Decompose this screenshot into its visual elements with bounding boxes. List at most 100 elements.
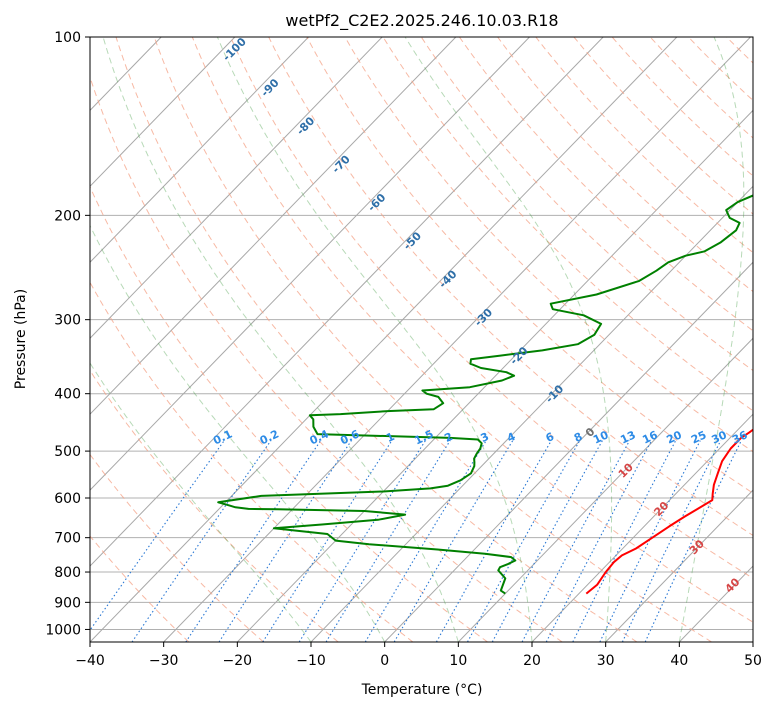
isotherm bbox=[752, 641, 753, 642]
dry-adiabat bbox=[765, 37, 775, 642]
adiabat-value-label: -60 bbox=[365, 191, 388, 214]
dry-adiabat bbox=[191, 37, 753, 623]
isotherm bbox=[90, 37, 530, 491]
y-axis-ticks: 100 200 300 400 500 600 700 800 900 1000 bbox=[45, 30, 90, 638]
adiabat-value-label: -100 bbox=[220, 35, 249, 64]
mixing-ratio-line bbox=[393, 440, 514, 642]
moist-adiabat bbox=[404, 37, 613, 642]
x-tick-label: 0 bbox=[380, 653, 389, 669]
dry-adiabat bbox=[420, 37, 753, 372]
pressure-gridlines bbox=[90, 214, 753, 630]
mixing-ratio-label: 30 bbox=[710, 428, 730, 446]
dry-adiabat bbox=[90, 185, 488, 642]
isotherm bbox=[457, 337, 753, 642]
adiabat-value-label: -10 bbox=[543, 382, 566, 405]
mixing-ratio-line bbox=[364, 440, 487, 642]
y-tick-label: 300 bbox=[54, 313, 81, 329]
dry-adiabat bbox=[90, 75, 563, 642]
adiabat-value-label: -50 bbox=[401, 229, 424, 252]
mixing-ratio-label: 36 bbox=[730, 428, 750, 446]
x-tick-label: −10 bbox=[296, 653, 326, 669]
y-tick-label: 1000 bbox=[45, 622, 81, 638]
y-tick-label: 500 bbox=[54, 444, 81, 460]
mixing-ratio-label: 20 bbox=[665, 428, 685, 446]
dry-adiabat bbox=[497, 37, 753, 293]
dewpoint-profile bbox=[217, 194, 753, 595]
dry-adiabat bbox=[90, 369, 339, 642]
dry-adiabat bbox=[726, 37, 753, 64]
mixing-ratio-label: 1.5 bbox=[412, 427, 435, 447]
isotherm bbox=[605, 489, 753, 642]
x-tick-label: −30 bbox=[149, 653, 179, 669]
isotherm bbox=[163, 37, 751, 642]
adiabat-value-label: -40 bbox=[436, 267, 459, 290]
x-tick-label: 50 bbox=[744, 653, 762, 669]
mixing-ratio-label: 4 bbox=[505, 430, 518, 445]
moist-adiabat bbox=[90, 362, 312, 642]
x-tick-label: −20 bbox=[223, 653, 253, 669]
adiabat-value-label: -70 bbox=[330, 153, 353, 176]
y-tick-label: 400 bbox=[54, 387, 81, 403]
moist-adiabat bbox=[678, 37, 745, 642]
dry-adiabat bbox=[115, 37, 638, 642]
isotherm bbox=[90, 37, 457, 415]
dry-adiabat bbox=[306, 37, 753, 494]
mixing-ratio-line bbox=[467, 440, 581, 642]
x-tick-label: −40 bbox=[75, 653, 105, 669]
mixing-ratio-label: 0.4 bbox=[308, 427, 331, 447]
moist-adiabat bbox=[102, 37, 459, 642]
adiabat-value-label: -20 bbox=[507, 344, 530, 367]
mixing-ratio-line bbox=[185, 440, 322, 642]
isotherm bbox=[90, 37, 383, 339]
y-axis-label: Pressure (hPa) bbox=[13, 289, 29, 389]
mixing-ratio-label: 0.2 bbox=[258, 427, 281, 447]
x-tick-label: 10 bbox=[449, 653, 467, 669]
moist-adiabat bbox=[90, 224, 386, 642]
mixing-ratio-label: 13 bbox=[618, 428, 637, 446]
mixing-ratio-label: 0.1 bbox=[211, 427, 234, 447]
isotherm bbox=[90, 37, 604, 567]
mixing-ratio-label: 6 bbox=[544, 430, 557, 445]
dry-adiabat bbox=[649, 37, 753, 139]
isotherm bbox=[0, 37, 14, 642]
adiabat-value-label: 10 bbox=[616, 460, 636, 480]
mixing-ratio-line bbox=[131, 440, 272, 642]
y-tick-label: 700 bbox=[54, 531, 81, 547]
mixing-ratio-line bbox=[325, 440, 451, 642]
mixing-ratio-line bbox=[218, 440, 352, 642]
isotherm bbox=[90, 37, 236, 188]
moist-adiabat bbox=[216, 37, 533, 642]
y-tick-label: 800 bbox=[54, 565, 81, 581]
adiabat-value-label: -30 bbox=[472, 306, 495, 329]
y-tick-label: 600 bbox=[54, 491, 81, 507]
adiabat-value-label: 40 bbox=[723, 575, 743, 595]
y-tick-label: 200 bbox=[54, 208, 81, 224]
y-tick-label: 100 bbox=[54, 30, 81, 46]
mixing-ratio-line bbox=[599, 440, 701, 642]
dry-adiabat bbox=[458, 37, 753, 332]
background-lines bbox=[0, 37, 775, 642]
mixing-ratio-line bbox=[521, 440, 631, 642]
mixing-ratio-label: 1 bbox=[384, 430, 396, 445]
chart-title: wetPf2_C2E2.2025.246.10.03.R18 bbox=[285, 11, 558, 31]
x-tick-label: 20 bbox=[523, 653, 541, 669]
mixing-ratio-label: 16 bbox=[640, 428, 660, 446]
mixing-ratio-label: 25 bbox=[689, 428, 708, 446]
plot-frame bbox=[89, 36, 754, 643]
isotherm bbox=[90, 37, 678, 642]
adiabat-value-label: -90 bbox=[258, 76, 281, 99]
mixing-ratio-label: 10 bbox=[591, 428, 611, 446]
mixing-ratio-label: 0.6 bbox=[338, 427, 361, 447]
mixing-ratio-line bbox=[621, 440, 722, 642]
x-axis-ticks: −40 −30 −20 −10 0 10 20 30 40 50 bbox=[75, 642, 762, 669]
mixing-ratio-line bbox=[298, 440, 426, 642]
isotherm bbox=[531, 413, 753, 642]
x-axis-label: Temperature (°C) bbox=[361, 682, 483, 698]
x-tick-label: 40 bbox=[670, 653, 688, 669]
mixing-ratio-line bbox=[262, 440, 393, 642]
isotherm bbox=[90, 37, 309, 263]
dry-adiabat bbox=[90, 453, 264, 642]
dry-adiabat bbox=[90, 281, 414, 642]
isotherm bbox=[310, 185, 753, 642]
